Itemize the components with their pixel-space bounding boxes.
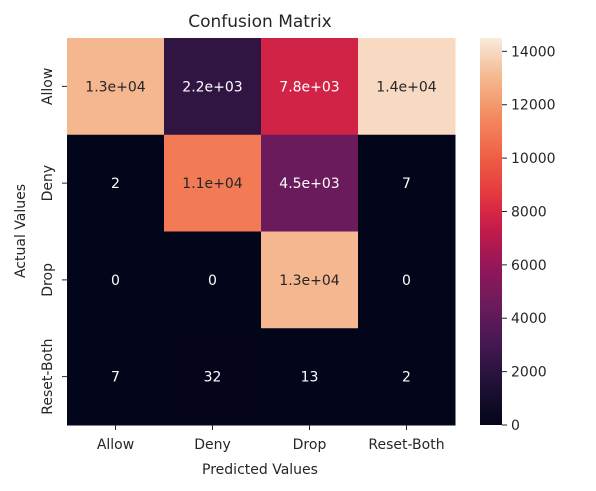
y-tick-label: Reset-Both: [40, 339, 56, 415]
x-axis: Allow Deny Drop Reset-Both: [97, 425, 445, 453]
cell-annotation: 1.3e+04: [85, 79, 146, 95]
cell-annotation: 2: [402, 370, 411, 386]
heatmap-cell: [67, 328, 165, 426]
heatmap-cells: 1.3e+04 2.2e+03 7.8e+03 1.4e+04 2 1.1e+04 4.5e…: [67, 38, 456, 426]
heatmap-cell: [358, 231, 456, 329]
heatmap-cell: [261, 38, 359, 136]
colorbar-tick-label: 10000: [511, 151, 556, 167]
heatmap-cell: [67, 38, 165, 136]
cell-annotation: 7: [111, 370, 120, 386]
cell-annotation: 32: [204, 370, 222, 386]
heatmap-cell: [164, 38, 262, 136]
heatmap-cell: [164, 328, 262, 426]
cell-annotation: 1.1e+04: [182, 176, 243, 192]
heatmap-cell: [164, 134, 262, 232]
cell-annotation: 0: [208, 273, 217, 289]
x-tick-label: Reset-Both: [368, 437, 444, 453]
heatmap-cell: [358, 328, 456, 426]
chart-title: Confusion Matrix: [188, 12, 332, 32]
cell-annotation: 1.3e+04: [279, 273, 340, 289]
colorbar-tick-label: 2000: [511, 365, 547, 381]
y-tick-label: Deny: [40, 165, 56, 202]
cell-annotation: 0: [111, 273, 120, 289]
x-tick-label: Drop: [293, 437, 327, 453]
x-tick-label: Deny: [194, 437, 231, 453]
cell-annotation: 7.8e+03: [279, 79, 339, 95]
heatmap-cell: [261, 328, 359, 426]
colorbar-tick-label: 8000: [511, 204, 547, 220]
cell-annotation: 2.2e+03: [182, 79, 242, 95]
cell-annotation: 13: [301, 370, 319, 386]
heatmap-cell: [358, 38, 456, 136]
heatmap-cell: [67, 231, 165, 329]
heatmap-cell: [358, 134, 456, 232]
x-axis-label: Predicted Values: [202, 462, 318, 478]
y-axis-label: Actual Values: [13, 184, 29, 278]
colorbar-tick-label: 12000: [511, 98, 556, 114]
cell-annotation: 1.4e+04: [376, 79, 437, 95]
colorbar-tick-label: 14000: [511, 44, 556, 60]
heatmap-cell: [67, 134, 165, 232]
cell-annotation: 4.5e+03: [279, 176, 339, 192]
colorbar: [480, 38, 502, 425]
colorbar-tick-label: 0: [511, 418, 520, 434]
cell-annotation: 0: [402, 273, 411, 289]
cell-annotation: 7: [402, 176, 411, 192]
colorbar-tick-label: 6000: [511, 258, 547, 274]
colorbar-tick-label: 4000: [511, 311, 547, 327]
x-tick-label: Allow: [97, 437, 134, 453]
y-tick-label: Drop: [40, 263, 56, 297]
cell-annotation: 2: [111, 176, 120, 192]
y-tick-label: Allow: [40, 68, 56, 105]
y-axis: Allow Deny Drop Reset-Both: [40, 68, 67, 415]
heatmap-cell: [261, 231, 359, 329]
heatmap-cell: [164, 231, 262, 329]
heatmap-cell: [261, 134, 359, 232]
colorbar-ticks: 0 2000 4000 6000 8000 10000 12000 14000: [502, 44, 556, 434]
